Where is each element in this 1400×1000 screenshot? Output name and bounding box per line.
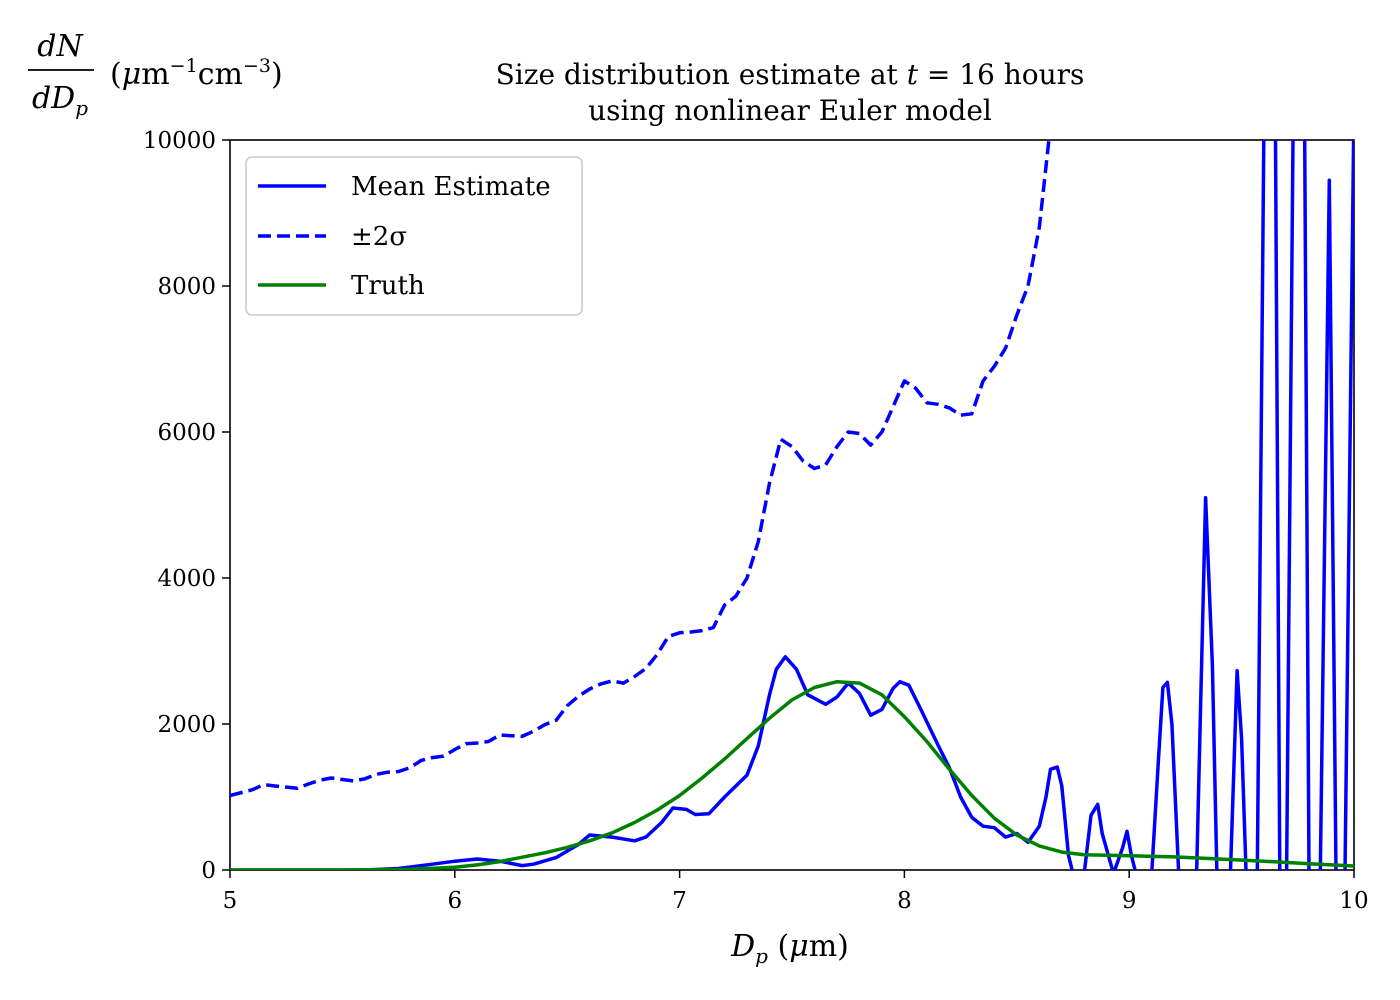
y-tick-label: 2000	[157, 712, 216, 738]
chart-subtitle: using nonlinear Euler model	[588, 94, 992, 127]
legend: Mean Estimate ±2σ Truth	[245, 156, 583, 316]
svg-text:dDp: dDp	[32, 81, 88, 120]
svg-text:dN: dN	[37, 29, 84, 64]
chart-title: Size distribution estimate at t = 16 hou…	[496, 58, 1085, 91]
legend-box	[245, 156, 583, 316]
series-line-truth	[230, 679, 1354, 870]
x-tick-label: 5	[223, 888, 238, 914]
series-layer	[230, 140, 1354, 870]
x-tick-label: 7	[672, 888, 687, 914]
legend-label-mean: Mean Estimate	[351, 172, 551, 202]
plot-area-frame	[229, 139, 1355, 871]
x-tick-label: 9	[1122, 888, 1137, 914]
y-tick-label: 6000	[157, 420, 216, 446]
x-axis-label: Dp (μm)	[730, 929, 849, 968]
x-tick-label: 6	[447, 888, 462, 914]
y-tick-label: 0	[201, 858, 216, 884]
y-tick-label: 4000	[157, 566, 216, 592]
y-tick-label: 10000	[143, 128, 216, 154]
y-axis-label: dN dDp (μm−1cm−3)	[28, 29, 283, 120]
axis-ticks: 5 6 7 8 9 10 0 2000 4000 6000 8000 10000	[143, 128, 1369, 914]
series-line-plus-minus-2sigma	[230, 140, 1051, 798]
y-tick-label: 8000	[157, 274, 216, 300]
x-tick-label: 8	[897, 888, 912, 914]
legend-label-truth: Truth	[351, 271, 425, 301]
series-line-mean-estimate	[230, 140, 1354, 870]
svg-text:(μm−1cm−3): (μm−1cm−3)	[110, 55, 283, 92]
legend-label-band: ±2σ	[351, 222, 407, 252]
x-tick-label: 10	[1339, 888, 1368, 914]
